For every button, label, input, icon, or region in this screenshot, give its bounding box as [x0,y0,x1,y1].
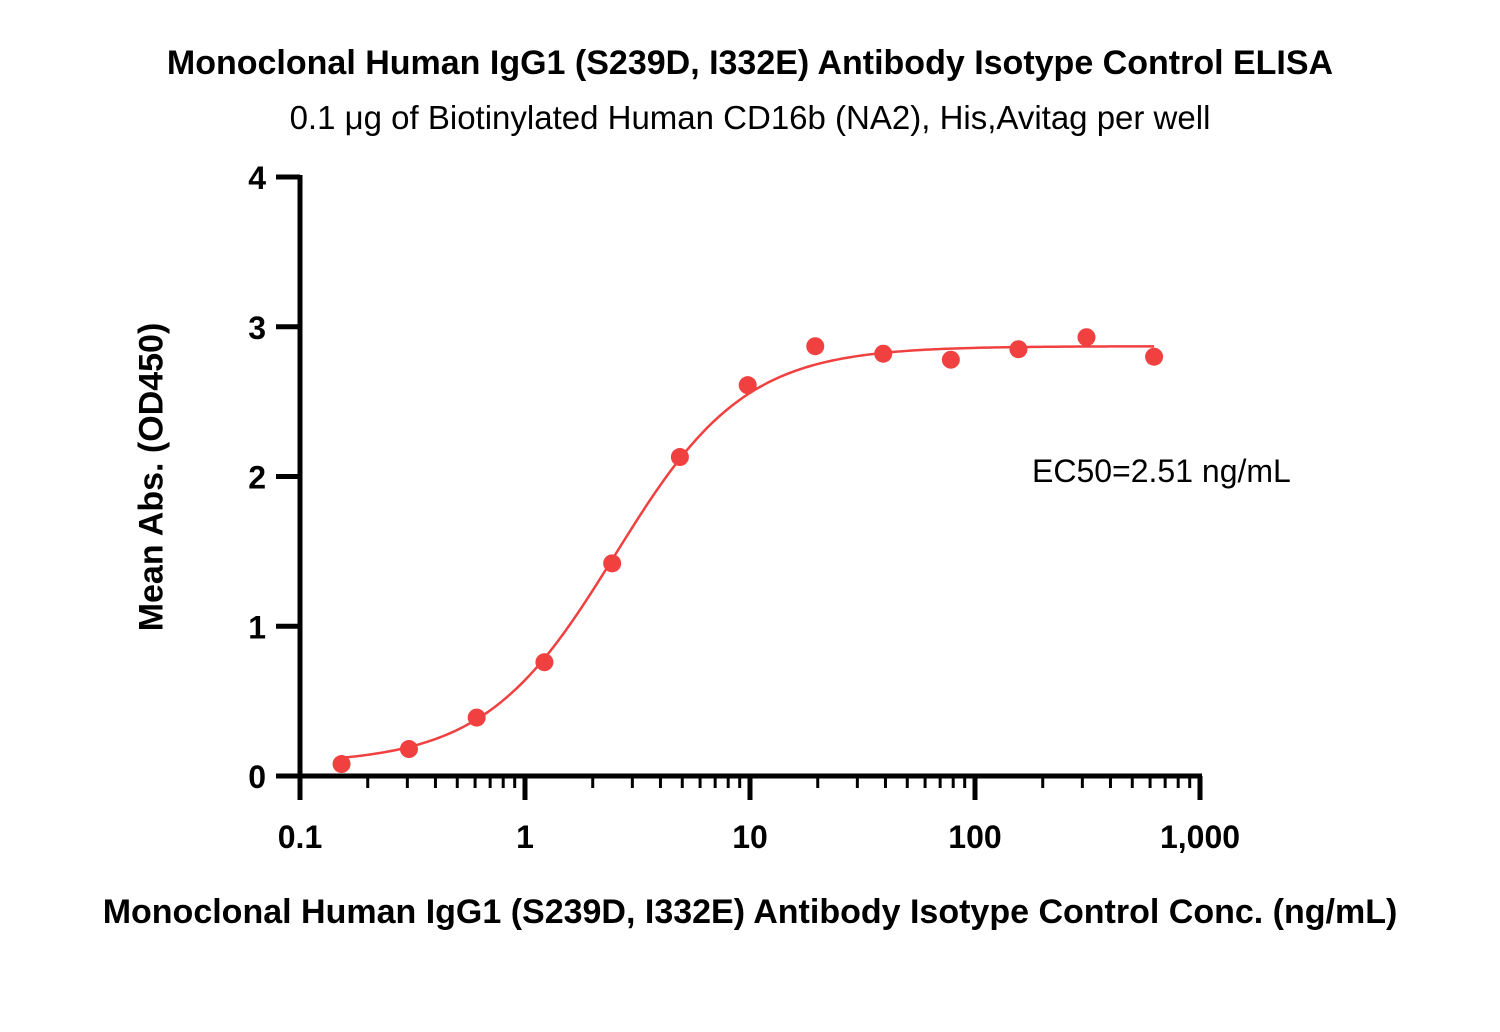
chart-title: Monoclonal Human IgG1 (S239D, I332E) Ant… [166,44,1334,82]
x-axis-label: Monoclonal Human IgG1 (S239D, I332E) Ant… [102,893,1398,931]
data-point [1145,347,1164,366]
chart-subtitle: 0.1 μg of Biotinylated Human CD16b (NA2)… [289,99,1211,136]
x-tick-label: 0.1 [278,819,322,855]
data-point [806,337,825,356]
fit-curve [341,345,1155,760]
data-point [1077,328,1096,347]
data-point [399,740,418,759]
x-tick-label: 10 [732,819,768,855]
x-tick-label: 100 [948,819,1001,855]
data-point [874,344,893,363]
data-point [535,653,554,672]
x-tick-label: 1,000 [1160,819,1240,855]
x-tick-label: 1 [516,819,534,855]
ticks: 0.1 1 10 100 1,000 0 1 2 3 4 [248,160,1240,855]
data-point [467,708,486,727]
data-point [1009,340,1028,359]
y-tick-label: 2 [248,460,266,496]
ec50-annotation: EC50=2.51 ng/mL [1032,453,1291,489]
y-tick-label: 4 [248,160,266,196]
data-point [603,554,622,573]
data-point [332,755,351,774]
data-point [941,350,960,369]
data-points [332,328,1164,774]
fit-curve-layer [341,345,1155,760]
data-point [738,376,757,395]
y-tick-label: 0 [248,759,266,795]
y-tick-label: 1 [248,609,266,645]
data-point [670,448,689,467]
y-tick-label: 3 [248,310,266,346]
